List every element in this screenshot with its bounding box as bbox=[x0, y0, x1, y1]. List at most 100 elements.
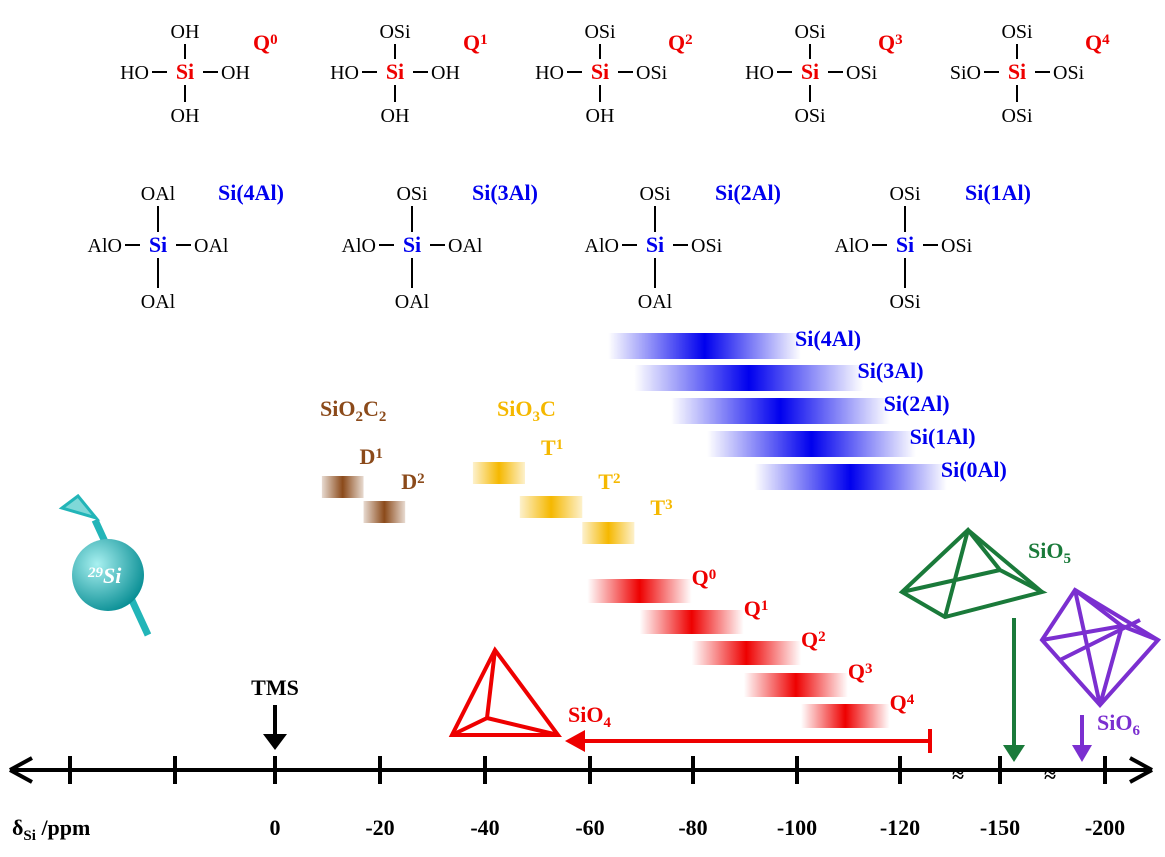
range-bar bbox=[801, 704, 890, 728]
axis-tick-label: -20 bbox=[365, 815, 394, 840]
atom-left: AlO bbox=[585, 235, 619, 257]
structure-label-part: Q bbox=[463, 30, 480, 55]
range-label: Si(0Al) bbox=[941, 457, 1007, 482]
range-bar bbox=[582, 522, 635, 544]
range-label-part: 2 bbox=[613, 471, 621, 487]
atom-bottom: OH bbox=[171, 105, 200, 127]
atom-left: HO bbox=[120, 62, 149, 84]
structure-label-part: 4 bbox=[1102, 32, 1110, 48]
structure: OSi OSi HO OSi Si bbox=[745, 21, 877, 127]
structure-label-part: 1 bbox=[480, 32, 488, 48]
atom-left: HO bbox=[330, 62, 359, 84]
group-label: SiO2C2 bbox=[320, 396, 386, 425]
group-label-part: C bbox=[363, 396, 379, 421]
sio4-arrowhead bbox=[565, 730, 585, 752]
axis-tick-label: -100 bbox=[777, 815, 817, 840]
atom-bottom: OSi bbox=[1001, 105, 1033, 127]
group-label-part: 5 bbox=[1063, 551, 1071, 567]
atom-right: OSi bbox=[941, 235, 973, 257]
structure: OH OH HO OH Si bbox=[120, 21, 250, 127]
range-label-part: D bbox=[360, 444, 376, 469]
range-label-part: 2 bbox=[818, 629, 826, 645]
atom-left: HO bbox=[745, 62, 774, 84]
range-label-part: D bbox=[401, 469, 417, 494]
atom-left: SiO bbox=[950, 62, 981, 84]
atom-top: OSi bbox=[1001, 21, 1033, 43]
range-bar bbox=[743, 673, 848, 697]
group-label-part: 4 bbox=[603, 715, 611, 731]
atom-top: OSi bbox=[396, 183, 428, 205]
atom-center: Si bbox=[403, 232, 421, 257]
range-label: Q0 bbox=[692, 565, 717, 590]
sio5-arrowhead bbox=[1003, 745, 1025, 762]
range-bar bbox=[472, 462, 525, 484]
structure-label: Si(4Al) bbox=[218, 180, 284, 205]
range-label: Q2 bbox=[801, 627, 826, 652]
axis-tick-label: -200 bbox=[1085, 815, 1125, 840]
pyramid bbox=[898, 527, 1048, 620]
atom-top: OH bbox=[171, 21, 200, 43]
atom-center: Si bbox=[801, 59, 819, 84]
atom-bottom: OH bbox=[586, 105, 615, 127]
atom-bottom: OH bbox=[381, 105, 410, 127]
axis-title-part: δ bbox=[12, 815, 23, 840]
structure-label: Si(1Al) bbox=[965, 180, 1031, 205]
atom-bottom: OAl bbox=[395, 291, 430, 313]
structure: OSi OAl AlO OAl Si bbox=[342, 183, 483, 313]
isotope-icon bbox=[58, 493, 152, 637]
isotope-label: 29Si bbox=[87, 563, 122, 588]
range-bar bbox=[519, 496, 583, 518]
isotope-label-part: Si bbox=[103, 563, 122, 588]
axis-title-part: Si bbox=[23, 828, 36, 844]
atom-bottom: OAl bbox=[638, 291, 673, 313]
range-label: Si(4Al) bbox=[795, 326, 861, 351]
range-label: Si(2Al) bbox=[884, 391, 950, 416]
atom-bottom: OSi bbox=[889, 291, 921, 313]
structure: OAl OAl AlO OAl Si bbox=[88, 183, 229, 313]
structure-label-part: Q bbox=[1085, 30, 1102, 55]
group-label-part: 3 bbox=[532, 409, 540, 425]
structure-label: Q0 bbox=[253, 30, 278, 55]
atom-center: Si bbox=[646, 232, 664, 257]
range-label-part: 0 bbox=[709, 567, 717, 583]
range-label: Q4 bbox=[890, 690, 915, 715]
range-bar bbox=[321, 476, 364, 498]
group-label-part: C bbox=[540, 396, 556, 421]
atom-right: OSi bbox=[846, 62, 878, 84]
atom-center: Si bbox=[386, 59, 404, 84]
atom-left: AlO bbox=[342, 235, 376, 257]
range-bar bbox=[691, 641, 802, 665]
range-label: D1 bbox=[360, 444, 383, 469]
structure-label-part: Q bbox=[668, 30, 685, 55]
axis-title-part: /ppm bbox=[36, 815, 90, 840]
range-label-part: 1 bbox=[761, 598, 769, 614]
range-bar bbox=[363, 501, 406, 523]
atom-center: Si bbox=[176, 59, 194, 84]
range-label-part: Q bbox=[801, 627, 818, 652]
atom-right: OAl bbox=[448, 235, 483, 257]
group-label-part: SiO bbox=[1097, 710, 1132, 735]
group-label: SiO6 bbox=[1097, 710, 1140, 739]
atom-center: Si bbox=[896, 232, 914, 257]
axis-tick-label: -60 bbox=[575, 815, 604, 840]
range-bar bbox=[608, 333, 802, 359]
tetrahedron bbox=[448, 646, 562, 737]
structure: OSi OSi SiO OSi Si bbox=[950, 21, 1085, 127]
group-label-part: SiO bbox=[1028, 538, 1063, 563]
atom-center: Si bbox=[1008, 59, 1026, 84]
structure-label: Si(2Al) bbox=[715, 180, 781, 205]
structure-label-part: 0 bbox=[270, 32, 278, 48]
range-label-part: T bbox=[541, 435, 556, 460]
atom-right: OH bbox=[431, 62, 460, 84]
structure: OSi OH HO OSi Si bbox=[535, 21, 667, 127]
structure-label: Q2 bbox=[668, 30, 693, 55]
tms-label: TMS bbox=[251, 675, 299, 700]
structure-label-part: 3 bbox=[895, 32, 903, 48]
structure-label-part: 2 bbox=[685, 32, 693, 48]
axis-title: δSi /ppm bbox=[12, 815, 90, 844]
range-label: Si(1Al) bbox=[910, 424, 976, 449]
atom-right: OSi bbox=[1053, 62, 1085, 84]
structure-label-part: Q bbox=[878, 30, 895, 55]
atom-right: OAl bbox=[194, 235, 229, 257]
